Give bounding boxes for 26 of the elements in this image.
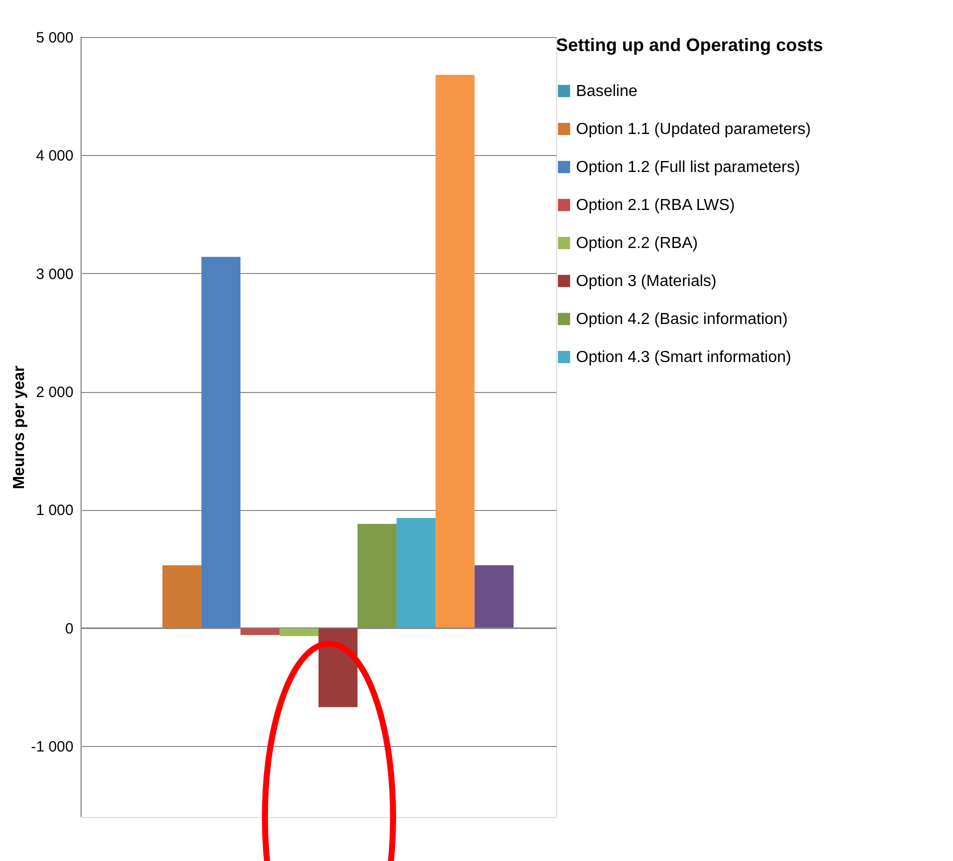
y-tick-label: 4 000: [36, 148, 74, 165]
legend-label: Option 1.2 (Full list parameters): [576, 159, 800, 176]
y-axis-title: Meuros per year: [10, 366, 28, 490]
legend-label: Baseline: [576, 83, 638, 100]
legend-label: Option 3 (Materials): [576, 273, 716, 290]
y-tick-label: 3 000: [36, 266, 74, 283]
bar: [358, 524, 397, 628]
bar: [201, 256, 240, 628]
legend-label: Option 4.3 (Smart information): [576, 349, 792, 366]
legend-label: Option 2.1 (RBA LWS): [576, 197, 735, 214]
bar: [318, 628, 358, 708]
y-tick-label: -1 000: [30, 738, 74, 756]
bar: [396, 518, 436, 628]
legend-label: Option 1.1 (Updated parameters): [576, 121, 811, 138]
y-tick-label: 0: [65, 620, 74, 638]
bar: [436, 74, 475, 628]
bar: [162, 565, 202, 628]
legend-label: Option 2.2 (RBA): [576, 235, 698, 252]
y-tick-label: 2 000: [36, 384, 74, 402]
y-tick-label: 1 000: [36, 502, 74, 520]
legend-title: Setting up and Operating costs: [556, 35, 824, 55]
legend-label: Option 4.2 (Basic information): [576, 311, 788, 328]
bar: [279, 628, 318, 636]
bar: [240, 628, 280, 635]
y-tick-label: 5 000: [36, 30, 74, 46]
bar: [474, 565, 514, 628]
